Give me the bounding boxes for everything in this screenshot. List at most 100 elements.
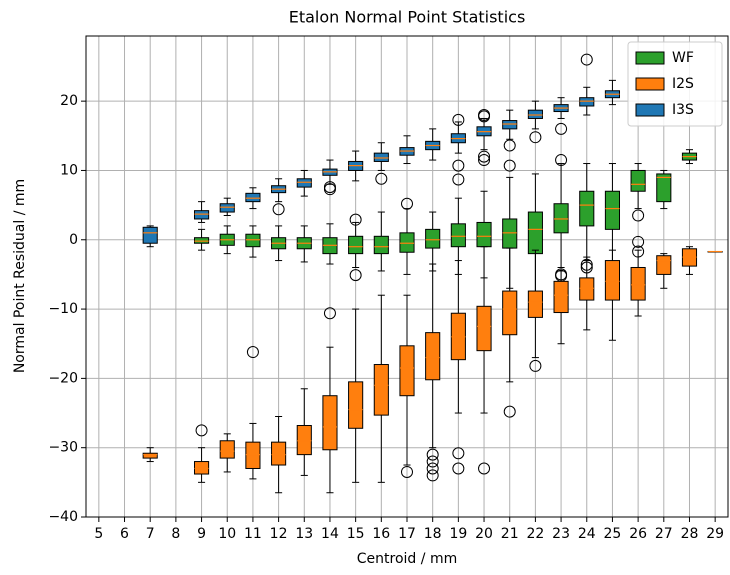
x-tick-label: 20 bbox=[475, 526, 493, 542]
box bbox=[502, 120, 518, 130]
flier bbox=[323, 181, 336, 194]
box bbox=[604, 260, 621, 301]
flier bbox=[503, 139, 516, 152]
legend-swatch bbox=[635, 77, 665, 91]
box bbox=[399, 345, 415, 397]
flier bbox=[349, 269, 362, 282]
box bbox=[245, 192, 261, 203]
flier bbox=[401, 197, 413, 210]
flier bbox=[452, 159, 465, 172]
flier bbox=[478, 462, 491, 475]
box bbox=[348, 381, 364, 429]
flier bbox=[529, 359, 542, 372]
box bbox=[193, 210, 210, 220]
box bbox=[579, 190, 595, 227]
flier bbox=[478, 150, 491, 163]
x-tick-label: 27 bbox=[655, 526, 673, 542]
y-tick-label: −30 bbox=[48, 440, 78, 456]
legend-label: WF bbox=[672, 50, 694, 66]
legend-swatch bbox=[635, 103, 665, 117]
box bbox=[296, 178, 312, 188]
box bbox=[527, 211, 543, 255]
box bbox=[373, 235, 389, 255]
box bbox=[502, 290, 518, 336]
y-tick-label: −40 bbox=[48, 509, 78, 525]
y-tick-label: 20 bbox=[60, 93, 78, 109]
flier bbox=[503, 159, 516, 172]
box bbox=[322, 395, 338, 451]
x-tick-label: 22 bbox=[526, 526, 544, 542]
x-tick-label: 7 bbox=[146, 526, 155, 542]
flier bbox=[452, 462, 465, 475]
box bbox=[656, 255, 672, 275]
box bbox=[373, 152, 389, 162]
x-tick-label: 13 bbox=[295, 526, 313, 542]
box bbox=[527, 109, 543, 119]
flier bbox=[503, 405, 516, 418]
box bbox=[579, 97, 595, 107]
x-tick-label: 23 bbox=[552, 526, 570, 542]
flier bbox=[426, 455, 439, 468]
flier bbox=[452, 447, 465, 460]
x-tick-label: 10 bbox=[218, 526, 236, 542]
box bbox=[348, 235, 364, 255]
y-tick-label: 10 bbox=[60, 162, 78, 178]
legend-swatch bbox=[635, 51, 665, 65]
box bbox=[219, 203, 235, 213]
x-tick-label: 26 bbox=[629, 526, 647, 542]
flier bbox=[375, 172, 388, 185]
flier bbox=[452, 113, 465, 126]
x-tick-label: 14 bbox=[321, 526, 339, 542]
box bbox=[450, 223, 466, 248]
flier bbox=[478, 110, 491, 123]
x-tick-label: 5 bbox=[94, 526, 103, 542]
flier bbox=[555, 122, 568, 135]
x-tick-label: 19 bbox=[449, 526, 467, 542]
box bbox=[193, 237, 210, 244]
flier bbox=[555, 154, 568, 167]
box bbox=[630, 169, 646, 192]
x-tick-label: 25 bbox=[604, 526, 622, 542]
y-tick-label: −20 bbox=[48, 370, 78, 386]
flier bbox=[478, 154, 491, 167]
x-tick-label: 28 bbox=[681, 526, 699, 542]
x-tick-label: 12 bbox=[270, 526, 288, 542]
box bbox=[553, 203, 569, 234]
flier bbox=[452, 173, 465, 186]
box bbox=[527, 290, 543, 318]
flier bbox=[632, 235, 645, 248]
box bbox=[399, 232, 415, 253]
flier bbox=[246, 346, 259, 359]
chart-title: Etalon Normal Point Statistics bbox=[289, 8, 526, 27]
plot-frame bbox=[85, 35, 729, 518]
flier bbox=[529, 131, 542, 144]
box bbox=[373, 364, 389, 416]
box bbox=[630, 266, 646, 301]
box bbox=[476, 221, 492, 248]
box bbox=[476, 305, 492, 352]
box bbox=[142, 452, 158, 459]
x-tick-label: 6 bbox=[120, 526, 129, 542]
box bbox=[425, 332, 441, 381]
x-tick-label: 21 bbox=[501, 526, 519, 542]
flier bbox=[426, 469, 439, 482]
x-tick-label: 11 bbox=[244, 526, 262, 542]
box bbox=[142, 226, 158, 244]
flier bbox=[401, 465, 413, 478]
x-tick-label: 9 bbox=[197, 526, 206, 542]
y-axis-label: Normal Point Residual / mm bbox=[12, 179, 28, 373]
box bbox=[425, 228, 441, 249]
box bbox=[553, 280, 569, 314]
box bbox=[579, 277, 595, 301]
box bbox=[219, 440, 235, 459]
flier bbox=[632, 209, 645, 222]
box bbox=[656, 173, 672, 203]
x-tick-label: 8 bbox=[171, 526, 180, 542]
flier bbox=[272, 203, 285, 216]
x-tick-label: 18 bbox=[424, 526, 442, 542]
x-tick-label: 29 bbox=[706, 526, 724, 542]
flier bbox=[426, 448, 439, 461]
box bbox=[296, 425, 312, 456]
y-tick-label: 0 bbox=[69, 232, 78, 248]
